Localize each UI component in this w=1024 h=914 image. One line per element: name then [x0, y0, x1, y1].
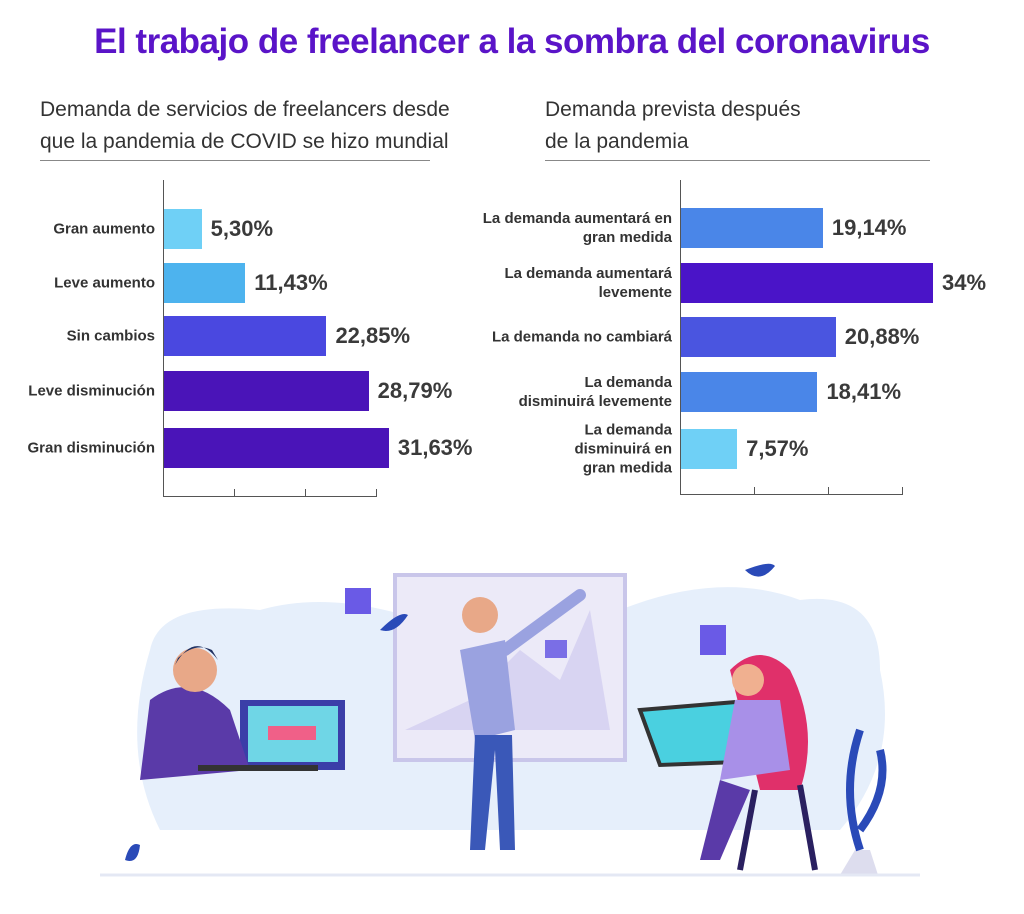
chart-subtitle: Demanda de servicios de freelancers desd…	[40, 98, 450, 153]
man-center-body	[460, 640, 515, 740]
x-tick	[234, 489, 236, 496]
category-label: La demanda no cambiará	[491, 328, 672, 346]
x-tick	[305, 489, 307, 496]
bar	[681, 317, 836, 357]
category-label: La demanda aumentará en gran medida	[482, 210, 672, 246]
man-center-legs	[470, 735, 515, 850]
sticky-note	[545, 640, 567, 658]
x-tick	[828, 487, 830, 494]
category-label: Sin cambios	[66, 327, 155, 345]
bar	[164, 428, 389, 468]
x-axis	[163, 496, 378, 497]
value-label: 19,14%	[831, 215, 907, 240]
chair	[737, 784, 818, 871]
bar	[681, 208, 823, 248]
value-label: 22,85%	[335, 323, 411, 348]
bar	[164, 371, 369, 411]
man-left-body	[140, 687, 250, 780]
woman-body	[720, 700, 790, 780]
category-label: Gran aumento	[53, 220, 155, 238]
category-label: Gran disminución	[27, 439, 155, 457]
chart-subtitle: Demanda prevista después de la pandemia	[545, 98, 801, 153]
x-tick	[163, 489, 164, 496]
bar	[164, 209, 202, 249]
man-center-head	[462, 597, 498, 633]
x-axis	[680, 494, 904, 495]
category-label: Leve aumento	[54, 274, 155, 292]
x-tick	[680, 487, 681, 494]
screen-button	[268, 726, 316, 740]
bar	[681, 429, 738, 469]
bar	[681, 372, 818, 412]
man-left-head	[173, 648, 217, 692]
value-label: 31,63%	[397, 435, 473, 460]
y-axis	[680, 180, 681, 494]
plant	[846, 728, 887, 852]
floating-icon	[345, 588, 371, 614]
y-axis	[163, 180, 164, 496]
floating-icon	[700, 625, 726, 655]
x-tick	[902, 487, 904, 494]
value-label: 34%	[942, 270, 987, 295]
x-tick	[754, 487, 756, 494]
plant-pot	[840, 850, 878, 875]
bar	[681, 263, 933, 303]
value-label: 11,43%	[254, 270, 328, 295]
category-label: La demanda disminuirá levemente	[518, 374, 672, 410]
x-tick	[376, 489, 378, 496]
man-center-arm	[499, 589, 586, 656]
subtitle-rule	[545, 160, 930, 161]
value-label: 18,41%	[826, 379, 902, 404]
value-label: 5,30%	[210, 216, 274, 241]
desk-left	[198, 765, 318, 771]
subtitle-rule	[40, 160, 430, 161]
category-label: La demanda disminuirá en gran medida	[574, 421, 672, 477]
bar	[164, 263, 246, 303]
value-label: 28,79%	[377, 378, 453, 403]
bar	[164, 316, 327, 356]
category-label: Leve disminución	[28, 382, 155, 400]
value-label: 7,57%	[746, 436, 809, 461]
woman-legs	[700, 780, 750, 860]
page-title: El trabajo de freelancer a la sombra del…	[94, 22, 930, 61]
illustration	[100, 563, 920, 877]
woman-head	[732, 664, 764, 696]
category-label: La demanda aumentará levemente	[504, 265, 672, 301]
value-label: 20,88%	[844, 324, 920, 349]
